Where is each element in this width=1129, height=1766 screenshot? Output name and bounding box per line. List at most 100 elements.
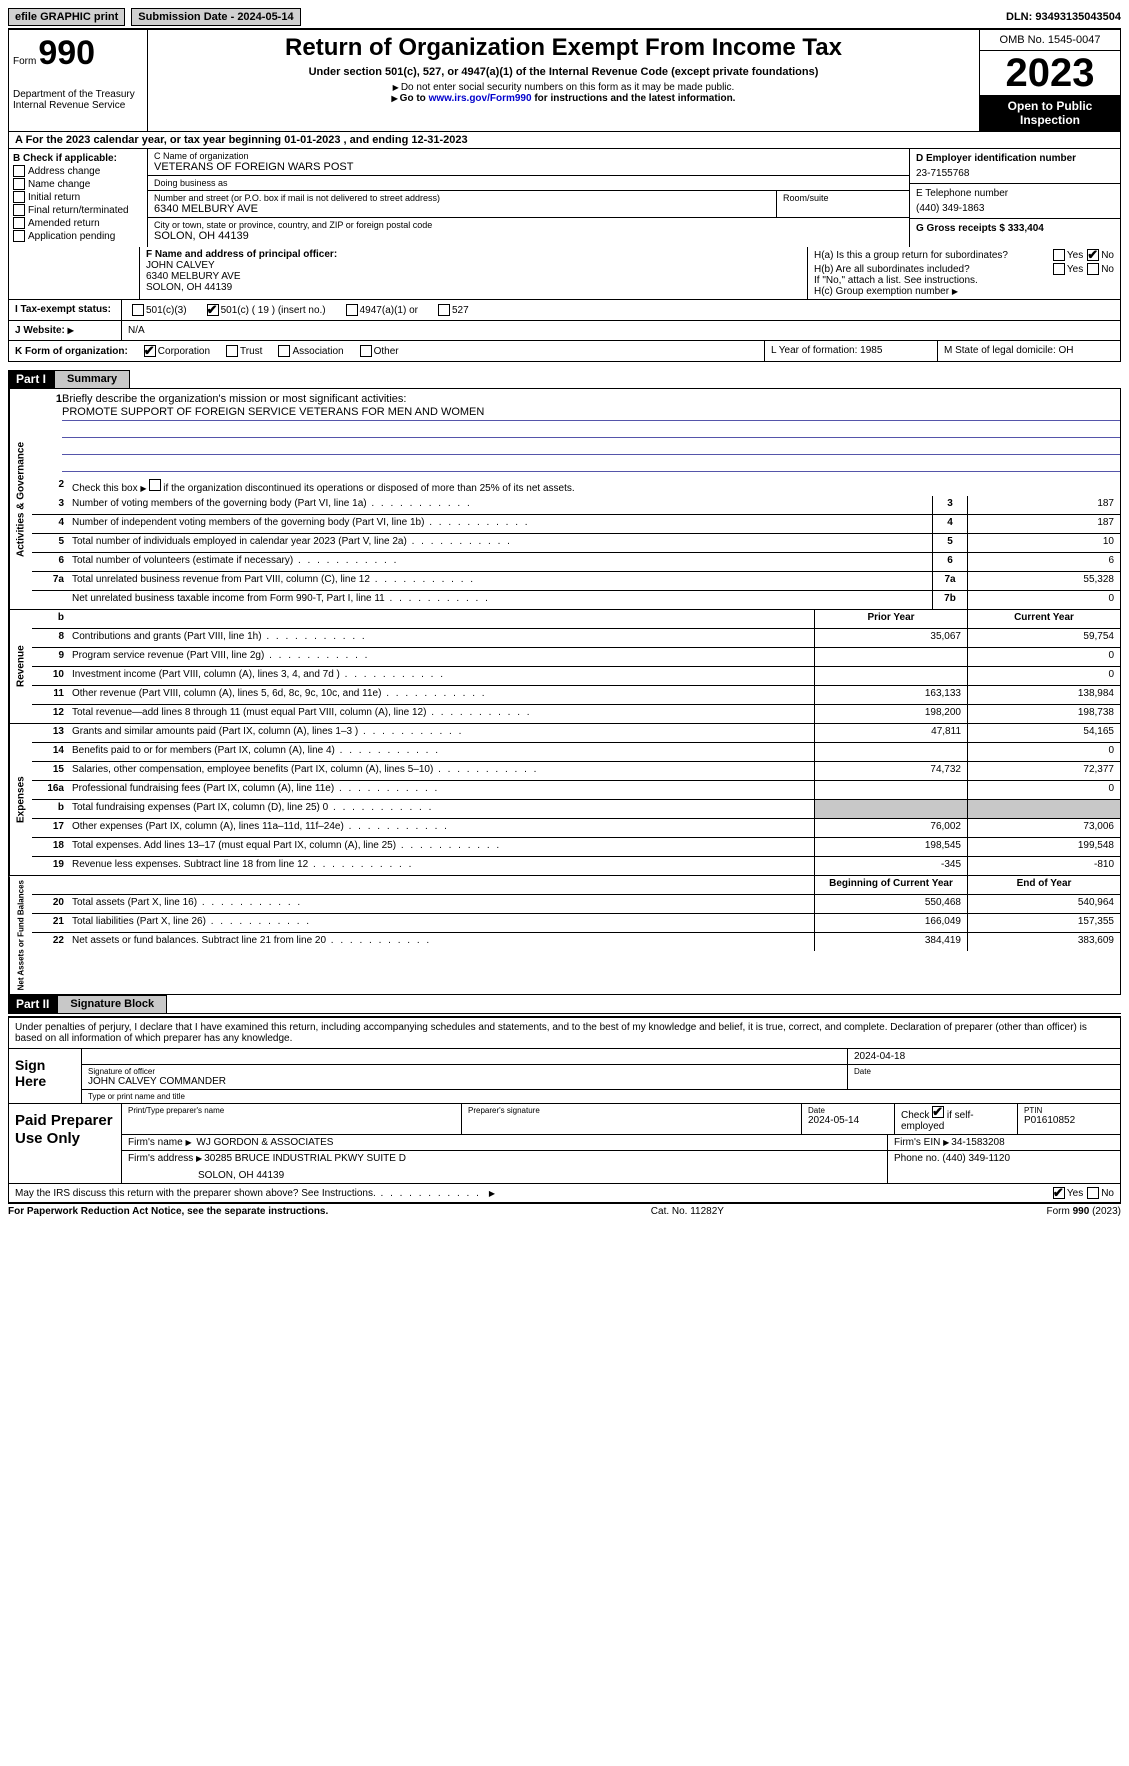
hb-note: If "No," attach a list. See instructions… [814,275,1114,286]
dba-label: Doing business as [154,178,903,188]
form-title: Return of Organization Exempt From Incom… [156,34,971,62]
chk-address[interactable] [13,165,25,177]
officer-street: 6340 MELBURY AVE [146,271,801,282]
box-b-title: B Check if applicable: [13,153,143,164]
line1-label: Briefly describe the organization's miss… [62,393,406,405]
hdr-begin: Beginning of Current Year [814,876,967,894]
hdr-b: b [32,610,68,628]
line2-desc: Check this box if the organization disco… [68,477,1120,496]
firm-ein-lbl: Firm's EIN [894,1137,943,1148]
ha-label: H(a) Is this a group return for subordin… [814,250,1049,261]
discuss-yes[interactable] [1053,1187,1065,1199]
tax-year: 2023 [980,51,1120,95]
entity-grid: B Check if applicable: Address change Na… [8,149,1121,247]
hc-label: H(c) Group exemption number [814,286,1114,297]
ptin-lbl: PTIN [1024,1106,1114,1115]
prep-date-lbl: Date [808,1106,888,1115]
hdr-end: End of Year [967,876,1120,894]
form-number: 990 [38,34,95,73]
summary-governance: Activities & Governance 1 Briefly descri… [8,389,1121,610]
firm-name: WJ GORDON & ASSOCIATES [196,1137,333,1148]
street-value: 6340 MELBURY AVE [154,203,770,215]
firm-addr1: 30285 BRUCE INDUSTRIAL PKWY SUITE D [204,1153,406,1164]
chk-4947[interactable] [346,304,358,316]
firm-name-lbl: Firm's name [128,1137,185,1148]
chk-self-employed[interactable] [932,1106,944,1118]
paid-preparer-label: Paid Preparer Use Only [9,1104,122,1183]
chk-amended[interactable] [13,217,25,229]
top-bar: efile GRAPHIC print Submission Date - 20… [8,8,1121,30]
discuss-no[interactable] [1087,1187,1099,1199]
submission-date: Submission Date - 2024-05-14 [131,8,300,26]
sig-officer-lbl: Signature of officer [88,1067,841,1076]
row-a-period: A For the 2023 calendar year, or tax yea… [8,132,1121,149]
officer-name: JOHN CALVEY [146,260,801,271]
irs-link[interactable]: www.irs.gov/Form990 [429,93,532,104]
chk-initial[interactable] [13,191,25,203]
chk-final[interactable] [13,204,25,216]
ein-value: 23-7155768 [916,168,1114,179]
prep-date: 2024-05-14 [808,1115,888,1126]
part2-header: Part II Signature Block [8,995,1121,1014]
ssn-note: Do not enter social security numbers on … [156,82,971,93]
prep-sig-lbl: Preparer's signature [468,1106,795,1115]
ein-label: D Employer identification number [916,153,1114,164]
j-label: J Website: [9,321,122,340]
mission-text: PROMOTE SUPPORT OF FOREIGN SERVICE VETER… [62,406,1120,421]
org-name-label: C Name of organization [154,151,903,161]
firm-phone: (440) 349-1120 [942,1153,1010,1164]
firm-phone-lbl: Phone no. [894,1153,942,1164]
chk-527[interactable] [438,304,450,316]
hb-label: H(b) Are all subordinates included? [814,264,1049,275]
summary-expenses: Expenses 13Grants and similar amounts pa… [8,724,1121,876]
discuss-question: May the IRS discuss this return with the… [15,1188,1049,1199]
sign-here-label: Sign Here [9,1049,82,1103]
chk-trust[interactable] [226,345,238,357]
org-name: VETERANS OF FOREIGN WARS POST [154,161,903,173]
hb-no[interactable] [1087,263,1099,275]
summary-netassets: Net Assets or Fund Balances Beginning of… [8,876,1121,995]
gross-receipts: G Gross receipts $ 333,404 [916,223,1114,234]
open-inspection: Open to Public Inspection [980,95,1120,131]
k-label: K Form of organization: [15,346,128,357]
hb-yes[interactable] [1053,263,1065,275]
form-subtitle: Under section 501(c), 527, or 4947(a)(1)… [156,66,971,78]
page-footer: For Paperwork Reduction Act Notice, see … [8,1203,1121,1219]
phone-value: (440) 349-1863 [916,203,1114,214]
ha-no[interactable] [1087,249,1099,261]
perjury-declaration: Under penalties of perjury, I declare th… [9,1018,1120,1049]
chk-discontinued[interactable] [149,479,161,491]
chk-corp[interactable] [144,345,156,357]
i-label: I Tax-exempt status: [9,300,122,320]
city-label: City or town, state or province, country… [154,220,903,230]
street-label: Number and street (or P.O. box if mail i… [154,193,770,203]
goto-note: Go to www.irs.gov/Form990 for instructio… [156,93,971,104]
chk-name[interactable] [13,178,25,190]
l-year: L Year of formation: 1985 [764,341,937,361]
officer-city: SOLON, OH 44139 [146,282,801,293]
chk-assoc[interactable] [278,345,290,357]
ha-yes[interactable] [1053,249,1065,261]
website-value: N/A [122,321,151,340]
type-name-lbl: Type or print name and title [82,1090,1120,1103]
chk-501c[interactable] [207,304,219,316]
hdr-curr: Current Year [967,610,1120,628]
chk-pending[interactable] [13,230,25,242]
efile-print-btn[interactable]: efile GRAPHIC print [8,8,125,26]
firm-addr-lbl: Firm's address [128,1153,196,1164]
m-state: M State of legal domicile: OH [937,341,1120,361]
phone-label: E Telephone number [916,188,1114,199]
part1-header: Part I Summary [8,370,1121,389]
hdr-prior: Prior Year [814,610,967,628]
prep-name-lbl: Print/Type preparer's name [128,1106,455,1115]
chk-other[interactable] [360,345,372,357]
dln: DLN: 93493135043504 [1006,11,1121,23]
chk-501c3[interactable] [132,304,144,316]
form-header: Form 990 Department of the Treasury Inte… [8,30,1121,132]
dept-label: Department of the Treasury Internal Reve… [13,89,143,111]
room-label: Room/suite [783,193,903,203]
summary-revenue: Revenue b Prior Year Current Year 8Contr… [8,610,1121,724]
form-word: Form [13,56,36,67]
officer-signature: JOHN CALVEY COMMANDER [88,1076,841,1087]
firm-addr2: SOLON, OH 44139 [128,1170,881,1181]
